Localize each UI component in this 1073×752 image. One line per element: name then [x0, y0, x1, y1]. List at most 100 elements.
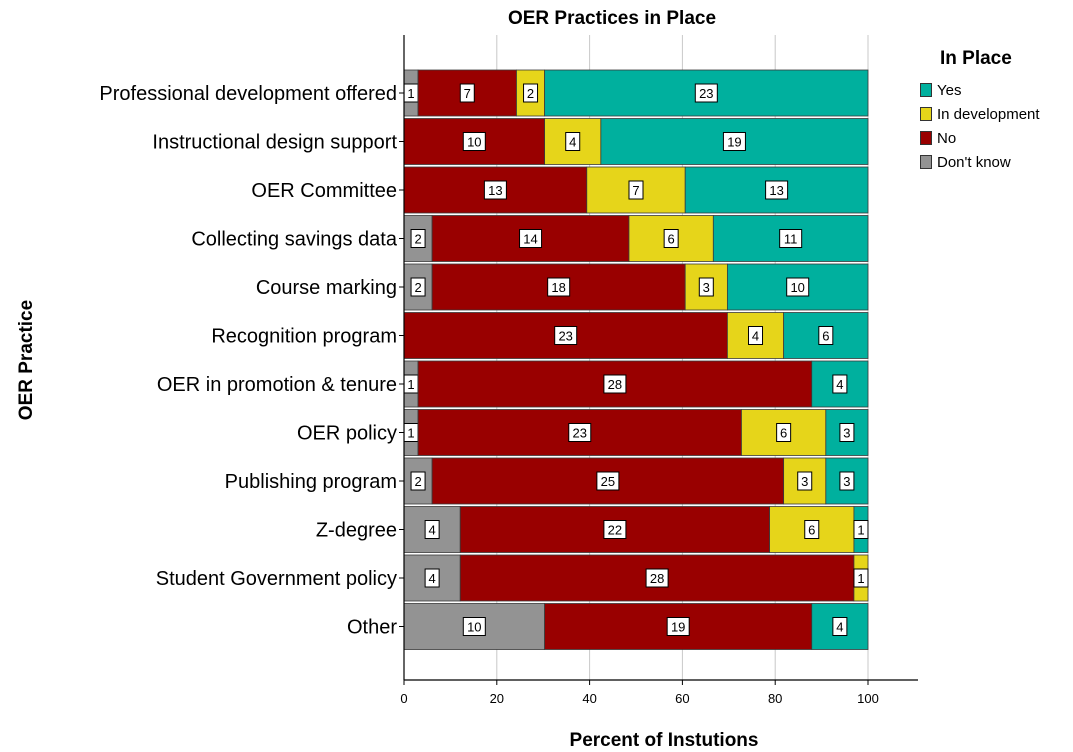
legend-label: Don't know — [937, 153, 1011, 171]
data-label-box — [519, 229, 543, 248]
legend-title: In Place — [940, 48, 1012, 69]
bar-segment — [544, 603, 813, 650]
category-label: Instructional design support — [152, 132, 397, 154]
data-label-box — [554, 326, 578, 345]
data-label-box — [568, 423, 592, 442]
data-label-box — [765, 180, 789, 200]
data-label: 10 — [790, 280, 804, 295]
legend-item: Yes — [920, 78, 1040, 102]
data-label: 4 — [429, 571, 436, 586]
data-label: 28 — [608, 377, 622, 392]
data-label-box — [839, 471, 855, 491]
legend-swatch — [920, 155, 932, 169]
data-label: 6 — [780, 426, 787, 441]
data-label: 23 — [699, 86, 713, 101]
data-label-box — [839, 423, 855, 442]
data-label-box — [779, 229, 803, 248]
data-label-box — [804, 520, 820, 539]
legend-label: Yes — [937, 81, 962, 99]
data-label-box — [666, 617, 690, 636]
data-label: 19 — [671, 620, 685, 635]
data-label-box — [462, 617, 486, 636]
x-tick-label: 80 — [768, 691, 782, 706]
data-label: 2 — [414, 474, 421, 489]
data-label: 6 — [808, 523, 815, 538]
x-tick-label: 0 — [400, 691, 407, 706]
data-label: 4 — [569, 135, 576, 150]
data-label: 4 — [752, 329, 759, 344]
data-label-box — [603, 520, 627, 539]
data-label-box — [853, 520, 869, 539]
data-label: 22 — [608, 523, 622, 538]
category-label: OER policy — [297, 423, 397, 445]
category-label: Collecting savings data — [191, 229, 398, 251]
data-label: 13 — [488, 183, 502, 198]
data-label-box — [424, 520, 440, 539]
data-label-box — [645, 568, 669, 588]
data-label: 10 — [467, 135, 481, 150]
data-label-box — [776, 423, 792, 442]
data-label: 3 — [703, 280, 710, 295]
data-label-box — [483, 180, 507, 200]
x-tick-label: 20 — [490, 691, 504, 706]
data-label: 10 — [467, 620, 481, 635]
data-label: 6 — [668, 232, 675, 247]
data-label: 4 — [836, 620, 843, 635]
category-label: Professional development offered — [99, 83, 397, 105]
data-label-box — [410, 471, 426, 491]
data-label-box — [523, 83, 539, 103]
data-label: 23 — [573, 426, 587, 441]
data-label-box — [565, 132, 581, 151]
data-label-box — [596, 471, 620, 491]
bar-segment — [586, 166, 686, 214]
data-label-box — [722, 132, 746, 151]
y-axis-title: OER Practice — [16, 299, 37, 421]
category-label: OER Committee — [251, 180, 397, 202]
category-label: Z-degree — [316, 520, 397, 542]
data-label-box — [853, 568, 869, 588]
legend-swatch — [920, 131, 932, 145]
data-label: 1 — [407, 86, 414, 101]
data-label: 2 — [414, 232, 421, 247]
data-label-box — [832, 374, 848, 394]
x-axis-title: Percent of Instutions — [569, 730, 759, 751]
data-label-box — [694, 83, 718, 103]
bar-segment — [431, 263, 686, 311]
data-label: 2 — [414, 280, 421, 295]
legend-label: In development — [937, 105, 1040, 123]
data-label: 7 — [632, 183, 639, 198]
legend-label: No — [937, 129, 957, 147]
data-label-box — [459, 83, 475, 103]
data-label-box — [424, 568, 440, 588]
category-label: OER in promotion & tenure — [157, 374, 397, 396]
data-label: 4 — [429, 523, 436, 538]
data-label: 3 — [801, 474, 808, 489]
category-label: Other — [347, 617, 397, 639]
legend-swatch — [920, 83, 932, 97]
data-label: 25 — [601, 474, 615, 489]
data-label: 14 — [523, 232, 537, 247]
category-label: Student Government policy — [156, 568, 397, 590]
data-label-box — [410, 277, 426, 297]
data-label-box — [818, 326, 834, 345]
data-label-box — [628, 180, 644, 200]
data-label: 1 — [857, 571, 864, 586]
data-label: 2 — [527, 86, 534, 101]
chart-title: OER Practices in Place — [507, 8, 717, 29]
category-label: Course marking — [256, 277, 397, 299]
data-label: 3 — [843, 426, 850, 441]
data-label: 6 — [822, 329, 829, 344]
data-label-box — [462, 132, 486, 151]
data-label-box — [748, 326, 764, 345]
data-label: 1 — [407, 426, 414, 441]
data-label: 19 — [727, 135, 741, 150]
legend: In Place Yes In development No Don't know — [920, 48, 1040, 174]
data-label: 18 — [551, 280, 565, 295]
data-label-box — [832, 617, 848, 636]
data-label-box — [603, 374, 627, 394]
data-label: 1 — [857, 523, 864, 538]
data-label-box — [410, 229, 426, 248]
legend-swatch — [920, 107, 932, 121]
